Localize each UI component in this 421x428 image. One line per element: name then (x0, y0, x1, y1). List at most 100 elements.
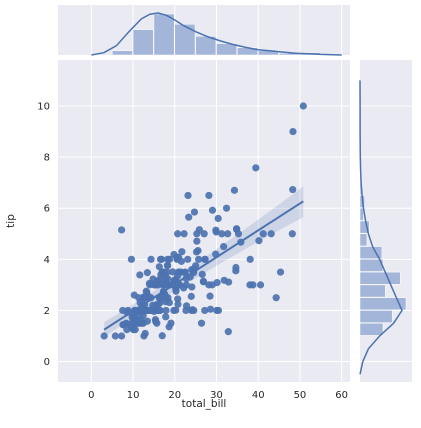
scatter-point (177, 257, 185, 265)
x-tick-label: 0 (88, 390, 94, 401)
scatter-point (232, 263, 240, 272)
x-tick-label: 10 (127, 390, 140, 401)
scatter-point (118, 226, 126, 234)
main-panel: 0 10 20 30 40 50 60 0 2 4 6 8 10 total_bill tip (5, 60, 350, 410)
scatter-point (136, 271, 144, 279)
y-tick-label: 8 (44, 153, 50, 164)
scatter-point (193, 237, 201, 245)
right-hist-bar (359, 310, 393, 323)
scatter-point (214, 306, 223, 315)
right-marginal-panel (359, 60, 412, 382)
scatter-point (225, 278, 233, 286)
scatter-point (182, 302, 191, 310)
right-hist-bar (359, 233, 368, 247)
scatter-point (162, 306, 170, 315)
scatter-point (180, 230, 188, 238)
scatter-point (201, 255, 209, 263)
scatter-point (299, 102, 307, 110)
right-marginal-histogram (359, 182, 407, 336)
y-tick-label: 2 (44, 306, 50, 317)
scatter-point (100, 332, 108, 340)
scatter-point (212, 228, 220, 236)
scatter-point (190, 306, 198, 315)
scatter-point (181, 268, 189, 276)
scatter-point (127, 255, 136, 263)
scatter-point (172, 287, 180, 295)
scatter-point (206, 305, 215, 313)
scatter-point (276, 268, 285, 276)
right-hist-bar (359, 246, 383, 259)
scatter-point (158, 332, 166, 340)
scatter-point (188, 283, 196, 291)
top-hist-bar (111, 50, 133, 56)
scatter-point (178, 248, 186, 256)
scatter-point (224, 230, 232, 238)
scatter-point (141, 329, 149, 338)
top-hist-bar (174, 24, 196, 56)
scatter-point (195, 226, 203, 234)
right-hist-bar (359, 297, 407, 311)
scatter-point (111, 332, 119, 340)
right-hist-bar (359, 207, 364, 221)
scatter-point (218, 230, 226, 238)
scatter-point (288, 230, 296, 238)
scatter-point (199, 278, 208, 286)
scatter-point (118, 332, 126, 340)
scatter-point (164, 261, 172, 270)
scatter-point (198, 270, 206, 279)
scatter-point (182, 281, 190, 289)
main-grid (58, 60, 350, 382)
scatter-point (206, 292, 214, 300)
scatter-point (272, 294, 280, 302)
scatter-point (174, 295, 182, 303)
scatter-point (153, 319, 161, 327)
scatter-point (252, 164, 260, 172)
scatter-point (143, 317, 151, 325)
right-hist-bar (359, 220, 370, 234)
top-hist-bar (132, 29, 154, 56)
x-tick-label: 20 (168, 390, 181, 401)
scatter-point (222, 204, 231, 212)
x-axis-ticks: 0 10 20 30 40 50 60 (88, 390, 348, 401)
scatter-point (224, 328, 232, 336)
scatter-point (213, 278, 221, 287)
scatter-point (184, 191, 192, 200)
scatter-point (208, 206, 217, 214)
scatter-point (205, 191, 213, 200)
scatter-point (289, 127, 297, 136)
scatter-point (167, 319, 175, 327)
right-hist-bar (359, 271, 401, 285)
scatter-point (289, 185, 297, 194)
scatter-point (172, 306, 180, 314)
top-hist-bar (153, 13, 175, 56)
scatter-point (259, 230, 267, 238)
regression-line (103, 200, 304, 331)
scatter-point (174, 300, 182, 308)
scatter-point (195, 255, 203, 263)
scatter-point (156, 306, 164, 315)
scatter-point (220, 242, 228, 251)
x-axis-label: total_bill (182, 398, 227, 410)
right-marginal-kde (359, 80, 403, 375)
scatter-point (255, 237, 263, 245)
scatter-point (192, 262, 200, 270)
scatter-point (200, 230, 208, 238)
y-axis-label: tip (5, 214, 17, 228)
scatter-point (230, 186, 239, 194)
scatter-point (143, 269, 151, 277)
scatter-point (197, 319, 206, 327)
scatter-point (174, 230, 182, 238)
scatter-point (194, 247, 202, 255)
scatter-point (249, 281, 257, 289)
scatter-point (163, 268, 171, 276)
scatter-point (256, 281, 265, 289)
x-tick-label: 50 (294, 390, 307, 401)
top-marginal-panel (58, 5, 350, 56)
scatter-point (162, 313, 170, 321)
y-tick-label: 10 (37, 102, 50, 113)
scatter-point (187, 292, 195, 300)
scatter-point (155, 263, 163, 271)
scatter-point (234, 230, 243, 238)
scatter-point (163, 274, 172, 283)
